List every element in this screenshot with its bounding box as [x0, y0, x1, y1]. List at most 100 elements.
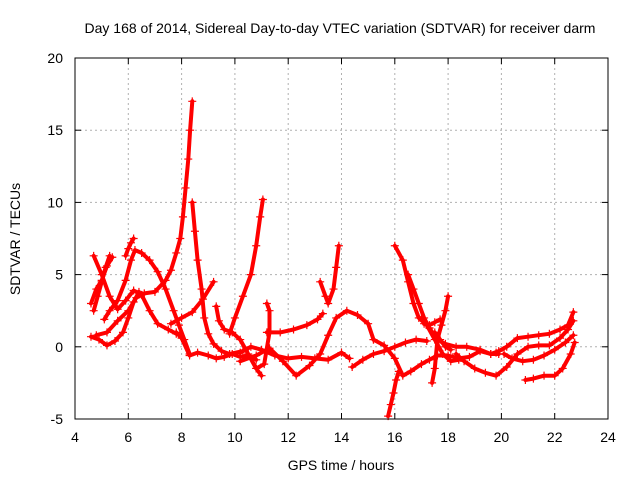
- data-point: [414, 299, 423, 308]
- data-point: [358, 355, 367, 364]
- data-point: [193, 348, 202, 357]
- data-point: [137, 248, 146, 257]
- data-point: [324, 299, 333, 308]
- data-point: [337, 348, 346, 357]
- x-tick-label: 14: [334, 429, 350, 445]
- data-point: [178, 212, 187, 221]
- data-point: [534, 331, 543, 340]
- data-point: [105, 306, 114, 315]
- data-point: [513, 334, 522, 343]
- data-point: [430, 328, 439, 337]
- data-point: [465, 352, 474, 361]
- data-point: [113, 316, 122, 325]
- ticks: 4 6 8 10 12 14 16 18 20 22 24 -5 0 5 10 15 20: [47, 50, 616, 445]
- data-point: [492, 371, 501, 380]
- data-point: [524, 332, 533, 341]
- series-line: [214, 304, 264, 378]
- data-point: [212, 302, 221, 311]
- data-point: [200, 313, 209, 322]
- data-point: [124, 244, 133, 253]
- data-point: [394, 367, 403, 376]
- data-point: [324, 331, 333, 340]
- data-point: [556, 325, 565, 334]
- data-point: [181, 183, 190, 192]
- data-point: [380, 341, 389, 350]
- series-sat-w: [417, 313, 503, 359]
- data-point: [92, 285, 101, 294]
- series-line: [422, 317, 443, 328]
- data-point: [476, 345, 485, 354]
- data-point: [193, 256, 202, 265]
- data-point: [437, 321, 446, 330]
- data-point: [161, 285, 170, 294]
- data-point: [513, 350, 522, 359]
- data-point: [265, 344, 274, 353]
- data-point: [190, 227, 199, 236]
- data-point: [110, 337, 119, 346]
- data-point: [113, 305, 122, 314]
- data-point: [217, 347, 226, 356]
- data-point: [428, 378, 437, 387]
- data-point: [452, 342, 461, 351]
- data-point: [150, 287, 159, 296]
- data-point: [518, 357, 527, 366]
- data-point: [329, 285, 338, 294]
- data-point: [105, 292, 114, 301]
- data-point: [508, 354, 517, 363]
- data-point: [364, 319, 373, 328]
- data-point: [172, 328, 181, 337]
- data-point: [462, 342, 471, 351]
- data-point: [564, 321, 573, 330]
- data-point: [145, 306, 154, 315]
- data-point: [177, 313, 186, 322]
- data-point: [236, 357, 245, 366]
- series-sat-ab: [500, 331, 578, 366]
- data-point: [566, 350, 575, 359]
- series-sat-i: [166, 277, 218, 328]
- y-tick-label: 5: [55, 267, 63, 283]
- data-point: [204, 351, 213, 360]
- x-tick-label: 24: [600, 429, 616, 445]
- data-point: [436, 335, 445, 344]
- data-point: [334, 241, 343, 250]
- data-point: [316, 350, 325, 359]
- data-point: [470, 364, 479, 373]
- data-point: [121, 251, 130, 260]
- series-sat-ad: [521, 338, 579, 385]
- data-point: [369, 335, 378, 344]
- x-axis-title: GPS time / hours: [288, 457, 395, 473]
- y-tick-label: 20: [47, 50, 63, 66]
- data-point: [113, 296, 122, 305]
- data-point: [417, 313, 426, 322]
- data-point: [297, 352, 306, 361]
- data-point: [289, 325, 298, 334]
- data-point: [558, 364, 567, 373]
- data-point: [186, 126, 195, 135]
- data-point: [86, 299, 95, 308]
- data-point: [441, 306, 450, 315]
- data-point: [257, 371, 266, 380]
- data-point: [529, 374, 538, 383]
- data-point: [153, 319, 162, 328]
- data-point: [209, 339, 218, 348]
- data-point: [502, 363, 511, 372]
- series-line: [432, 330, 453, 352]
- data-point: [212, 354, 221, 363]
- series-line: [123, 236, 136, 258]
- series-sat-q: [316, 241, 343, 308]
- series-line: [102, 248, 192, 356]
- data-point: [422, 337, 431, 346]
- data-point: [545, 341, 554, 350]
- data-point: [166, 266, 175, 275]
- data-point: [124, 313, 133, 322]
- data-point: [262, 328, 271, 337]
- data-point: [126, 238, 135, 247]
- data-point: [404, 270, 413, 279]
- data-point: [258, 195, 267, 204]
- data-point: [100, 315, 109, 324]
- data-point: [441, 342, 450, 351]
- data-point: [118, 328, 127, 337]
- data-point: [238, 292, 247, 301]
- data-point: [214, 316, 223, 325]
